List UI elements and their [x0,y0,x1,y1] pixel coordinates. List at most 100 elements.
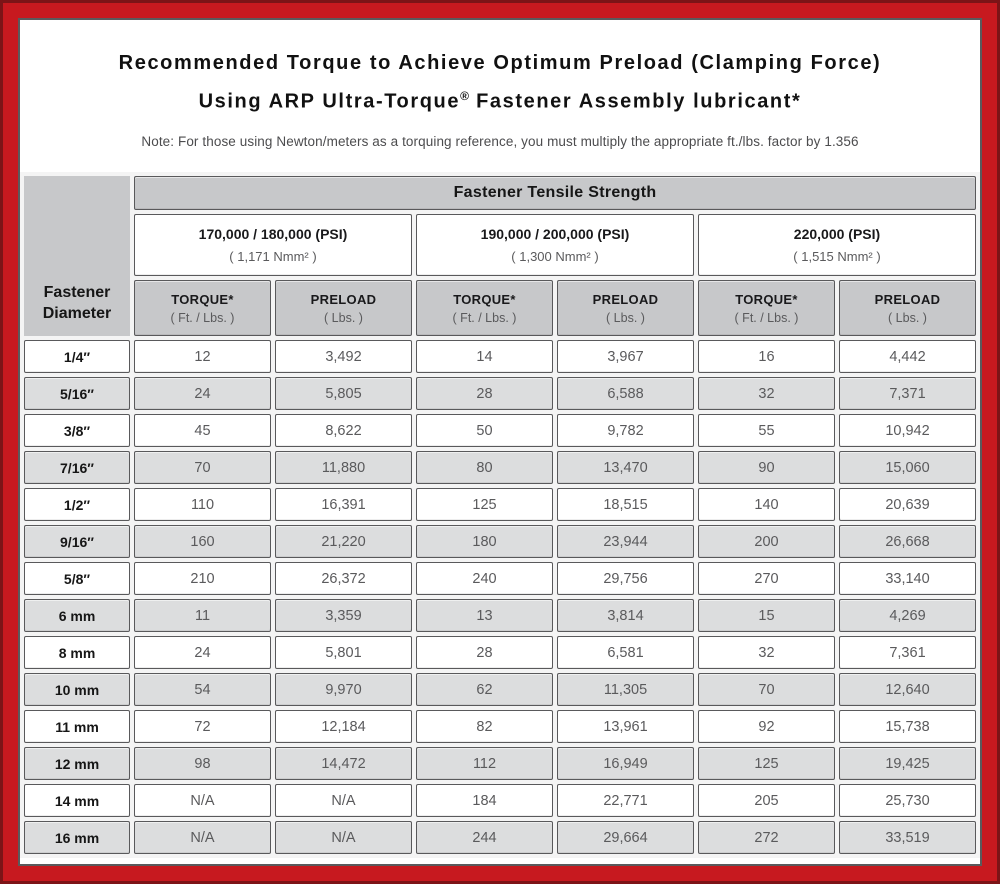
value-cell: 32 [698,636,835,669]
value-cell: 54 [134,673,271,706]
value-cell: 9,970 [275,673,412,706]
value-cell: 24 [134,377,271,410]
value-cell: 6,581 [557,636,694,669]
diameter-cell: 5/8″ [24,562,130,595]
value-cell: 55 [698,414,835,447]
psi-value: 220,000 (PSI) [793,226,881,242]
preload-unit: ( Lbs. ) [324,310,363,325]
value-cell: 24 [134,636,271,669]
value-cell: 10,942 [839,414,976,447]
table-row: 7/16″ 70 11,880 80 13,470 90 15,060 [24,451,976,484]
value-cell: 33,519 [839,821,976,854]
preload-subheader-3: PRELOAD ( Lbs. ) [839,280,976,336]
table-row: 10 mm 54 9,970 62 11,305 70 12,640 [24,673,976,706]
value-cell: 25,730 [839,784,976,817]
value-cell: 19,425 [839,747,976,780]
value-cell: 16,949 [557,747,694,780]
value-cell: 110 [134,488,271,521]
value-cell: 12,184 [275,710,412,743]
diameter-cell: 3/8″ [24,414,130,447]
value-cell: 15 [698,599,835,632]
value-cell: 13 [416,599,553,632]
table-row: 5/16″ 24 5,805 28 6,588 32 7,371 [24,377,976,410]
value-cell: 45 [134,414,271,447]
preload-subheader-1: PRELOAD ( Lbs. ) [275,280,412,336]
value-cell: 70 [134,451,271,484]
preload-label: PRELOAD [592,291,659,307]
value-cell: 11,305 [557,673,694,706]
document-title: Recommended Torque to Achieve Optimum Pr… [20,20,980,119]
value-cell: 112 [416,747,553,780]
value-cell: 125 [416,488,553,521]
value-cell: 125 [698,747,835,780]
torque-subheader-1: TORQUE* ( Ft. / Lbs. ) [134,280,271,336]
value-cell: 5,801 [275,636,412,669]
value-cell: 21,220 [275,525,412,558]
diameter-cell: 11 mm [24,710,130,743]
registered-trademark-symbol: ® [460,89,469,103]
title-line-2: Using ARP Ultra-Torque [198,90,461,113]
value-cell: 3,492 [275,340,412,373]
value-cell: 15,060 [839,451,976,484]
value-cell: 28 [416,636,553,669]
value-cell: 23,944 [557,525,694,558]
diameter-cell: 12 mm [24,747,130,780]
value-cell: N/A [134,784,271,817]
value-cell: 20,639 [839,488,976,521]
preload-label: PRELOAD [874,291,941,307]
preload-unit: ( Lbs. ) [888,310,927,325]
nmm-value: ( 1,515 Nmm² ) [793,249,881,264]
value-cell: 70 [698,673,835,706]
diameter-cell: 16 mm [24,821,130,854]
nmm-value: ( 1,300 Nmm² ) [511,249,599,264]
value-cell: 3,359 [275,599,412,632]
value-cell: 13,961 [557,710,694,743]
torque-unit: ( Ft. / Lbs. ) [734,310,799,325]
value-cell: 180 [416,525,553,558]
value-cell: 3,967 [557,340,694,373]
value-cell: 244 [416,821,553,854]
preload-subheader-2: PRELOAD ( Lbs. ) [557,280,694,336]
diameter-cell: 10 mm [24,673,130,706]
psi-value: 170,000 / 180,000 (PSI) [198,226,348,242]
value-cell: 28 [416,377,553,410]
preload-unit: ( Lbs. ) [606,310,645,325]
value-cell: 72 [134,710,271,743]
value-cell: 26,668 [839,525,976,558]
value-cell: 32 [698,377,835,410]
table-row: 14 mm N/A N/A 184 22,771 205 25,730 [24,784,976,817]
diameter-cell: 14 mm [24,784,130,817]
diameter-cell: 8 mm [24,636,130,669]
value-cell: 270 [698,562,835,595]
value-cell: 160 [134,525,271,558]
value-cell: 4,442 [839,340,976,373]
value-cell: 26,372 [275,562,412,595]
value-cell: 16 [698,340,835,373]
value-cell: 14 [416,340,553,373]
value-cell: 22,771 [557,784,694,817]
table-row: 11 mm 72 12,184 82 13,961 92 15,738 [24,710,976,743]
diameter-cell: 1/4″ [24,340,130,373]
torque-subheader-2: TORQUE* ( Ft. / Lbs. ) [416,280,553,336]
value-cell: 6,588 [557,377,694,410]
torque-unit: ( Ft. / Lbs. ) [452,310,517,325]
corner-label-line-2: Diameter [42,305,112,322]
sub-header-row: TORQUE* ( Ft. / Lbs. ) PRELOAD ( Lbs. ) … [24,280,976,336]
psi-value: 190,000 / 200,000 (PSI) [480,226,630,242]
value-cell: 16,391 [275,488,412,521]
value-cell: 62 [416,673,553,706]
psi-header-group-2: 190,000 / 200,000 (PSI) ( 1,300 Nmm² ) [416,214,694,276]
preload-label: PRELOAD [310,291,377,307]
value-cell: 13,470 [557,451,694,484]
title-line-2-cont: Fastener Assembly lubricant* [468,90,802,113]
torque-label: TORQUE* [171,291,234,307]
value-cell: 200 [698,525,835,558]
table-row: 1/4″ 12 3,492 14 3,967 16 4,442 [24,340,976,373]
table-row: 16 mm N/A N/A 244 29,664 272 33,519 [24,821,976,854]
group-header-row: Fastener Diameter Fastener Tensile Stren… [24,176,976,336]
value-cell: 7,371 [839,377,976,410]
value-cell: 18,515 [557,488,694,521]
value-cell: 11,880 [275,451,412,484]
value-cell: 9,782 [557,414,694,447]
